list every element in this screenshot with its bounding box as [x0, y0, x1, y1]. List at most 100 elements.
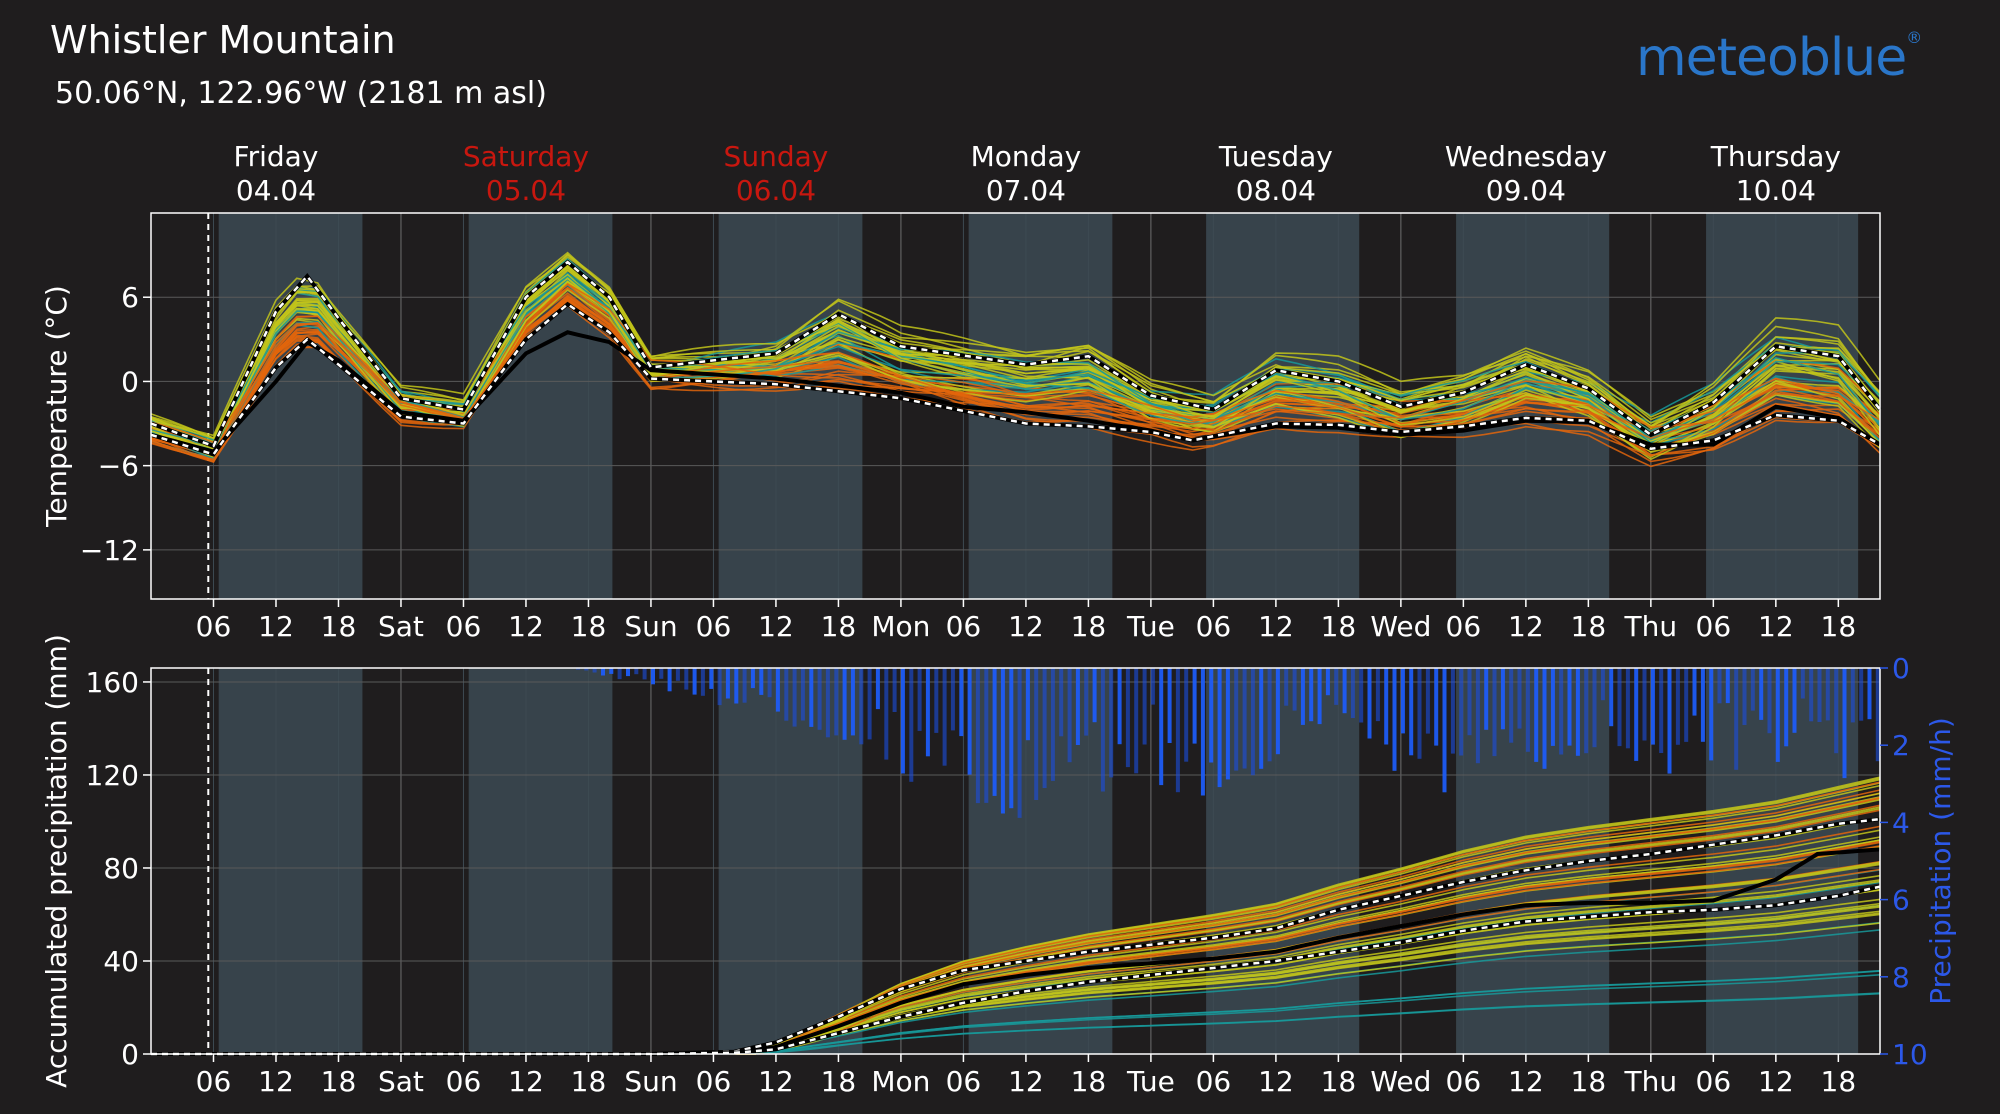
precipitation-rate-bar: [834, 668, 839, 736]
precipitation-rate-bar: [1092, 668, 1097, 723]
x-tick-label: 12: [758, 1065, 794, 1098]
precipitation-rate-axis-label: Precipitation (mm/h): [1924, 717, 1957, 1005]
precipitation-rate-bar: [1175, 668, 1180, 793]
precipitation-rate-bar: [1492, 668, 1497, 757]
y-tick-label: 80: [103, 852, 139, 885]
precipitation-rate-bar: [1692, 668, 1697, 716]
precipitation-rate-bar: [984, 668, 989, 803]
rate-tick-label: 2: [1892, 729, 1910, 762]
precipitation-rate-bar: [1667, 668, 1672, 774]
precipitation-rate-bar: [1625, 668, 1630, 749]
precipitation-rate-bar: [717, 668, 722, 706]
day-name-label: Friday: [234, 140, 319, 173]
x-tick-label: 18: [1821, 610, 1857, 643]
precipitation-rate-bar: [1559, 668, 1564, 755]
temperature-y-ticks: 6 0 −6 −12: [80, 281, 151, 567]
precipitation-rate-bar: [1209, 668, 1214, 763]
x-tick-label: 12: [508, 610, 544, 643]
precipitation-rate-bar: [1292, 668, 1297, 711]
precipitation-rate-bar: [775, 668, 780, 712]
x-tick-label: 06: [446, 1065, 482, 1098]
rate-tick-label: 8: [1892, 961, 1910, 994]
precipitation-frame: [150, 667, 1881, 1055]
precipitation-rate-bar: [1167, 668, 1172, 743]
precipitation-rate-bar: [1392, 668, 1397, 771]
precipitation-rate-bar: [1125, 668, 1130, 768]
registered-mark: ®: [1906, 28, 1922, 47]
precipitation-rate-bar: [1225, 668, 1230, 780]
meteoblue-logo[interactable]: meteoblue®: [1636, 28, 1922, 88]
precipitation-rate-bar: [1767, 668, 1772, 734]
precipitation-rate-bar: [684, 668, 689, 690]
precipitation-rate-bar: [909, 668, 914, 782]
precipitation-rate-bar: [1117, 668, 1122, 745]
daylight-band: [468, 668, 613, 1054]
x-tick-label: Tue: [1126, 1065, 1175, 1098]
precipitation-rate-bar: [1809, 668, 1814, 722]
y-tick-label: 6: [121, 281, 139, 314]
ensemble-member-line: [150, 277, 1881, 450]
x-tick-label: Wed: [1370, 610, 1431, 643]
precipitation-rate-bar: [1300, 668, 1305, 725]
precipitation-rate-bar: [742, 668, 747, 703]
x-tick-label: 06: [1196, 1065, 1232, 1098]
x-tick-label: 06: [696, 610, 732, 643]
day-name-label: Thursday: [1710, 140, 1841, 173]
x-tick-label: 06: [446, 610, 482, 643]
y-tick-label: 0: [121, 1038, 139, 1071]
precipitation-rate-bar: [867, 668, 872, 740]
day-date-label: 07.04: [986, 174, 1066, 207]
precipitation-rate-bar: [800, 668, 805, 721]
precipitation-rate-bar: [1159, 668, 1164, 786]
rate-tick-label: 6: [1892, 884, 1910, 917]
precipitation-rate-bar: [759, 668, 764, 695]
precipitation-rate-bar: [1109, 668, 1114, 778]
precipitation-rate-bar: [1650, 668, 1655, 745]
y-tick-label: 120: [86, 759, 139, 792]
precipitation-rate-bar: [942, 668, 947, 766]
day-date-label: 04.04: [236, 174, 316, 207]
precipitation-rate-bar: [1142, 668, 1147, 745]
temperature-band-dashed-line: [150, 302, 1881, 456]
precipitation-rate-bar: [1075, 668, 1080, 745]
precipitation-rate-bar: [892, 668, 897, 712]
precipitation-rate-bar: [884, 668, 889, 760]
precipitation-rate-bar: [667, 668, 672, 692]
precipitation-rate-bar: [1192, 668, 1197, 744]
precipitation-rate-bar: [792, 668, 797, 727]
precipitation-rate-bar: [1734, 668, 1739, 770]
precipitation-rate-bar: [1784, 668, 1789, 747]
x-tick-label: 12: [1258, 610, 1294, 643]
precipitation-rate-bar: [1484, 668, 1489, 730]
precipitation-rate-bar: [1584, 668, 1589, 754]
y-tick-label: −12: [80, 534, 139, 567]
precipitation-y-ticks: 160 120 80 40 0: [86, 666, 151, 1071]
day-name-label: Sunday: [724, 140, 829, 173]
precipitation-rate-bar: [576, 668, 580, 670]
precipitation-rate-bar: [1817, 668, 1822, 722]
x-tick-label: Sun: [624, 610, 677, 643]
precipitation-rate-bar: [992, 668, 997, 796]
precipitation-rate-bar: [959, 668, 964, 737]
precipitation-rate-bar: [1050, 668, 1055, 781]
hourly-precipitation-bars: [576, 668, 1880, 818]
rate-tick-label: 4: [1892, 806, 1910, 839]
precipitation-rate-bar: [1059, 668, 1064, 737]
precipitation-rate-bar: [1442, 668, 1447, 793]
day-name-label: Monday: [971, 140, 1082, 173]
x-tick-label: 06: [946, 1065, 982, 1098]
precipitation-rate-bar: [1000, 668, 1005, 814]
precipitation-rate-bar: [709, 668, 714, 689]
precipitation-rate-bar: [659, 668, 664, 679]
precipitation-rate-bar: [917, 668, 922, 731]
precipitation-rate-bar: [1534, 668, 1539, 762]
precipitation-rate-bar: [1467, 668, 1472, 736]
precipitation-rate-bar: [626, 668, 630, 677]
precipitation-rate-bar: [1792, 668, 1797, 733]
precipitation-rate-bar: [1859, 668, 1864, 721]
precipitation-rate-bar: [1309, 668, 1314, 722]
precipitation-rate-bar: [859, 668, 864, 745]
precipitation-rate-bar: [1217, 668, 1222, 788]
x-tick-label: 12: [1508, 1065, 1544, 1098]
